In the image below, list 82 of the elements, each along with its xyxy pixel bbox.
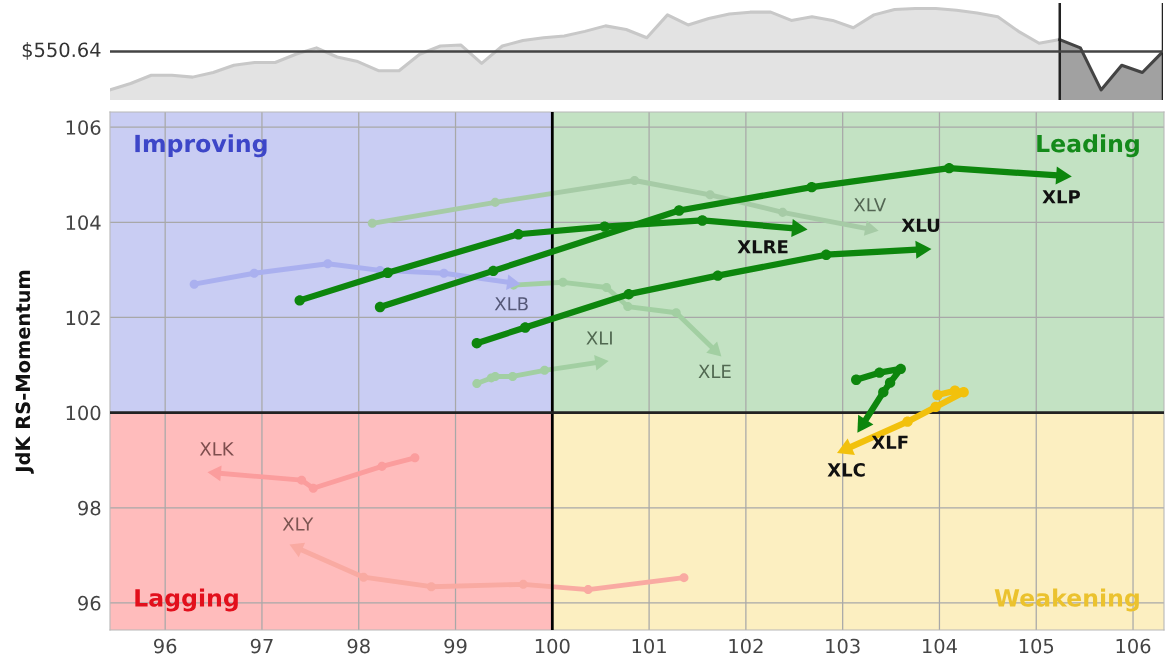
point — [490, 371, 500, 381]
series-label: XLE — [698, 364, 731, 378]
x-tick-label: 98 — [347, 638, 370, 654]
point — [673, 205, 685, 216]
y-tick-label: 102 — [66, 310, 100, 326]
point — [520, 322, 531, 333]
point — [679, 573, 689, 583]
x-tick-label: 106 — [1116, 638, 1151, 654]
series-label: XLK — [199, 442, 234, 456]
point — [712, 270, 724, 281]
annotation: Improving — [135, 134, 267, 158]
point — [902, 416, 913, 427]
annotation: Lagging — [135, 588, 238, 612]
point — [488, 265, 499, 277]
point — [439, 268, 449, 278]
series-label: XLY — [282, 517, 314, 531]
point — [697, 215, 708, 226]
point — [943, 162, 955, 174]
point — [599, 221, 610, 232]
point — [851, 374, 862, 386]
annotation: Leading — [1037, 134, 1139, 158]
annotation: Weakening — [994, 588, 1139, 612]
x-tick-label: 104 — [923, 638, 957, 654]
point — [410, 453, 420, 463]
point — [323, 259, 333, 269]
point — [630, 175, 640, 186]
x-tick-label: 97 — [250, 638, 273, 654]
point — [821, 249, 832, 260]
point — [472, 379, 482, 389]
y-tick-label: 100 — [66, 405, 101, 421]
x-tick-label: 99 — [444, 638, 467, 654]
series-label: XLU — [901, 218, 940, 233]
point — [374, 301, 386, 313]
x-tick-label: 102 — [729, 638, 763, 654]
point — [508, 371, 518, 381]
point — [367, 218, 377, 228]
point — [513, 229, 524, 240]
series-label: XLP — [1042, 190, 1080, 204]
y-tick-label: 106 — [66, 120, 101, 135]
series-label: XLI — [586, 331, 612, 345]
y-tick-label: 98 — [78, 500, 101, 516]
series-label: XLB — [494, 297, 528, 311]
point — [930, 401, 941, 413]
point — [294, 295, 305, 306]
point — [623, 302, 633, 312]
point — [874, 367, 885, 378]
point — [602, 283, 612, 293]
y-tick-label: 104 — [66, 215, 101, 231]
point — [884, 377, 896, 388]
point — [426, 582, 436, 592]
x-tick-label: 105 — [1019, 638, 1054, 654]
text: $550.64 — [22, 42, 101, 60]
x-tick-label: 101 — [632, 638, 666, 654]
series-label: XLRE — [737, 240, 788, 254]
y-axis-title: JdK RS-Momentum — [15, 270, 34, 474]
point — [382, 267, 393, 278]
point — [623, 288, 634, 300]
x-tick-label: 96 — [154, 638, 177, 654]
point — [705, 190, 715, 200]
point — [297, 475, 307, 485]
point — [583, 585, 593, 595]
point — [189, 279, 199, 289]
point — [949, 385, 961, 396]
point — [490, 197, 500, 207]
point — [308, 483, 318, 493]
point — [471, 337, 483, 349]
point — [778, 207, 788, 217]
point — [932, 389, 943, 401]
y-tick-label: 96 — [78, 595, 101, 611]
point — [878, 386, 889, 398]
point — [249, 268, 259, 278]
point — [806, 181, 817, 193]
series-label: XLF — [871, 435, 908, 449]
x-tick-label: 100 — [535, 638, 570, 654]
point — [671, 308, 681, 318]
x-tick-label: 103 — [826, 638, 860, 654]
point — [558, 277, 568, 287]
point — [540, 365, 550, 375]
point — [377, 461, 387, 471]
series-label: XLC — [827, 462, 865, 477]
point — [895, 363, 906, 375]
series-label: XLV — [853, 198, 887, 212]
